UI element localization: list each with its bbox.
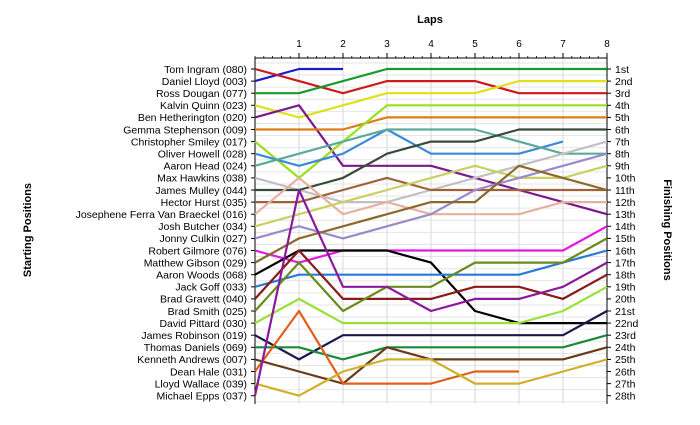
- series-line-8: [254, 128, 564, 167]
- driver-label: Ben Hetherington (020): [138, 112, 247, 124]
- finish-label: 12th: [615, 197, 636, 209]
- finish-label: 13th: [615, 209, 636, 221]
- finish-label: 19th: [615, 282, 636, 294]
- finish-label: 17th: [615, 257, 636, 269]
- driver-label: Brad Smith (025): [168, 306, 247, 318]
- series-line-15: [254, 152, 608, 240]
- finish-label: 4th: [615, 100, 630, 112]
- series-line-17: [254, 164, 608, 264]
- driver-label: Michael Epps (037): [157, 391, 247, 403]
- driver-label: Aaron Head (024): [164, 161, 247, 173]
- driver-label: Kenneth Andrews (007): [137, 354, 247, 366]
- driver-label: Brad Gravett (040): [160, 294, 247, 306]
- axis-layer: [251, 53, 611, 404]
- lap-tick-label: 4: [428, 39, 434, 50]
- finish-label: 11th: [615, 185, 635, 197]
- y-axis-title-right: Finishing Positions: [661, 179, 673, 280]
- driver-label: Christopher Smiley (017): [131, 136, 247, 148]
- series-line-9: [254, 128, 607, 167]
- series-line-4: [254, 79, 607, 119]
- lap-tick-label: 7: [560, 39, 566, 50]
- finish-label: 16th: [615, 245, 636, 257]
- series-line-21: [254, 237, 608, 313]
- series-line-27: [254, 358, 608, 397]
- driver-label: Lloyd Wallace (039): [155, 378, 247, 390]
- finish-label: 26th: [615, 366, 636, 378]
- finish-label: 9th: [615, 161, 630, 173]
- finish-label: 6th: [615, 124, 630, 136]
- series-line-26: [254, 309, 519, 385]
- chart-title: Laps: [417, 14, 443, 26]
- driver-label: Ross Dougan (077): [156, 88, 247, 100]
- series-line-11: [255, 128, 607, 192]
- driver-label: Max Hawkins (038): [157, 173, 247, 185]
- finish-label: 14th: [615, 221, 636, 233]
- finish-label: 21st: [615, 306, 635, 318]
- series-line-1: [254, 67, 343, 83]
- finish-label: 28th: [615, 391, 636, 403]
- finish-label: 18th: [615, 270, 636, 282]
- driver-label: James Mulley (044): [155, 185, 247, 197]
- series-line-28: [253, 188, 608, 396]
- driver-label: Tom Ingram (080): [164, 64, 247, 76]
- driver-label: David Pittard (030): [159, 318, 247, 330]
- series-line-22: [254, 285, 608, 325]
- series-line-16: [254, 225, 608, 264]
- finish-label: 15th: [615, 233, 636, 245]
- grid-layer: [255, 58, 608, 404]
- finish-label: 2nd: [615, 76, 633, 88]
- finish-label: 24th: [615, 342, 636, 354]
- series-line-12: [255, 176, 607, 204]
- finish-label: 23rd: [615, 330, 636, 342]
- series-line-7: [254, 104, 607, 179]
- series-line-20: [254, 249, 608, 300]
- series-line-5: [254, 104, 608, 216]
- lap-tick-label: 5: [472, 39, 478, 50]
- driver-label: Gemma Stephenson (009): [123, 124, 247, 136]
- driver-label: Hector Hurst (035): [161, 197, 247, 209]
- driver-label: Josh Butcher (034): [158, 221, 247, 233]
- finish-label: 1st: [615, 64, 629, 76]
- series-line-18: [254, 249, 607, 325]
- series-line-19: [254, 249, 608, 288]
- lap-tick-label: 6: [516, 39, 522, 50]
- series-line-6: [255, 116, 607, 131]
- lap-tick-label: 2: [340, 39, 346, 50]
- label-layer: 1 2 3 4 5 6 7 8 Tom Ingram (080)Daniel Lloyd (00…: [76, 39, 639, 403]
- driver-label: Matthew Gibson (029): [144, 257, 247, 269]
- driver-label: Josephene Ferra Van Braeckel (016): [76, 209, 247, 221]
- series-line-2: [254, 67, 607, 95]
- y-axis-title-left: Starting Positions: [22, 183, 34, 277]
- series-layer: [253, 67, 608, 397]
- finish-label: 10th: [615, 173, 636, 185]
- driver-label: Robert Gilmore (076): [148, 245, 247, 257]
- series-line-3: [255, 67, 607, 95]
- finish-label: 5th: [615, 112, 630, 124]
- driver-label: Aaron Woods (068): [156, 270, 247, 282]
- driver-label: Jack Goff (033): [175, 282, 247, 294]
- driver-label: Daniel Lloyd (003): [162, 76, 247, 88]
- lap-tick-label: 8: [604, 39, 610, 50]
- driver-label: Thomas Daniels (069): [144, 342, 247, 354]
- finish-label: 7th: [615, 136, 630, 148]
- series-line-24: [255, 334, 608, 361]
- series-line-14: [254, 164, 608, 228]
- driver-label: Oliver Howell (028): [158, 149, 247, 161]
- lap-tick-label: 1: [296, 39, 302, 50]
- finish-label: 27th: [615, 378, 636, 390]
- driver-label: Jonny Culkin (027): [159, 233, 247, 245]
- driver-label: Kalvin Quinn (023): [160, 100, 247, 112]
- finish-label: 20th: [615, 294, 636, 306]
- finish-label: 3rd: [615, 88, 630, 100]
- finish-label: 25th: [615, 354, 636, 366]
- finish-label: 22nd: [615, 318, 639, 330]
- driver-label: Dean Hale (031): [170, 366, 247, 378]
- driver-label: James Robinson (019): [141, 330, 247, 342]
- lap-tick-label: 3: [384, 39, 390, 50]
- finish-label: 8th: [615, 149, 630, 161]
